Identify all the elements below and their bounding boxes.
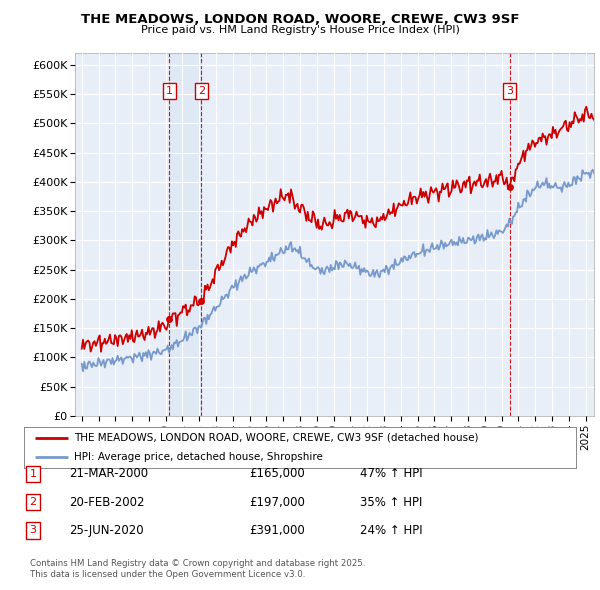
Text: HPI: Average price, detached house, Shropshire: HPI: Average price, detached house, Shro… xyxy=(74,452,323,462)
Text: £391,000: £391,000 xyxy=(249,524,305,537)
Text: 35% ↑ HPI: 35% ↑ HPI xyxy=(360,496,422,509)
Text: 1: 1 xyxy=(29,469,37,478)
Text: 25-JUN-2020: 25-JUN-2020 xyxy=(69,524,143,537)
Text: 20-FEB-2002: 20-FEB-2002 xyxy=(69,496,145,509)
Text: Contains HM Land Registry data © Crown copyright and database right 2025.: Contains HM Land Registry data © Crown c… xyxy=(30,559,365,568)
Text: 2: 2 xyxy=(29,497,37,507)
Text: 21-MAR-2000: 21-MAR-2000 xyxy=(69,467,148,480)
Text: £165,000: £165,000 xyxy=(249,467,305,480)
Text: THE MEADOWS, LONDON ROAD, WOORE, CREWE, CW3 9SF: THE MEADOWS, LONDON ROAD, WOORE, CREWE, … xyxy=(81,13,519,26)
Text: THE MEADOWS, LONDON ROAD, WOORE, CREWE, CW3 9SF (detached house): THE MEADOWS, LONDON ROAD, WOORE, CREWE, … xyxy=(74,432,478,442)
Bar xyxy=(169,53,202,416)
Text: 2: 2 xyxy=(198,86,205,96)
Text: 47% ↑ HPI: 47% ↑ HPI xyxy=(360,467,422,480)
Text: 1: 1 xyxy=(166,86,173,96)
Text: 3: 3 xyxy=(506,86,513,96)
Text: 3: 3 xyxy=(29,526,37,535)
Text: £197,000: £197,000 xyxy=(249,496,305,509)
Text: Price paid vs. HM Land Registry's House Price Index (HPI): Price paid vs. HM Land Registry's House … xyxy=(140,25,460,35)
Text: 24% ↑ HPI: 24% ↑ HPI xyxy=(360,524,422,537)
Text: This data is licensed under the Open Government Licence v3.0.: This data is licensed under the Open Gov… xyxy=(30,571,305,579)
